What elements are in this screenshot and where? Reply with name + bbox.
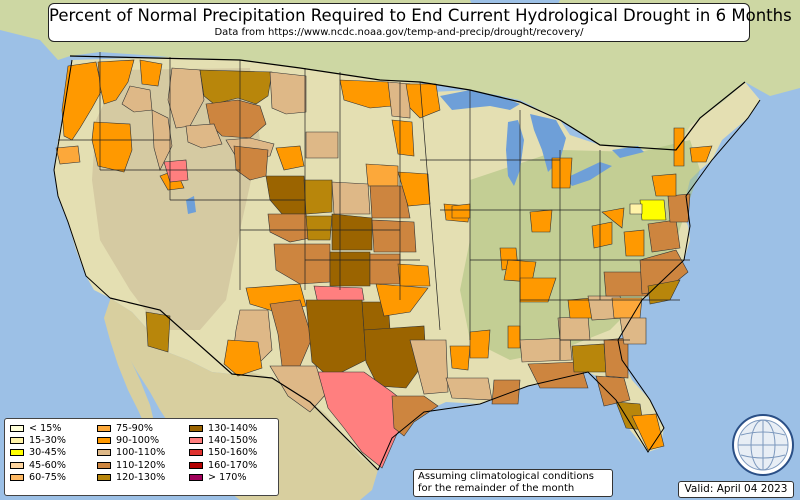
legend-label: 140-150% [208,435,258,447]
legend-label: 150-160% [208,447,258,459]
legend-swatch [189,437,203,445]
legend-swatch [97,461,111,469]
legend-item: 30-45% [10,447,66,459]
legend-swatch [10,449,24,457]
legend-item: 15-30% [10,434,66,446]
legend-label: > 170% [208,472,247,484]
legend-item: 150-160% [189,447,257,459]
legend-item: 130-140% [189,422,257,434]
legend-item: 120-130% [97,472,165,484]
lake-huron [530,114,566,172]
us-mexico-border [109,297,379,471]
legend-item: 110-120% [97,459,165,471]
legend-label: 120-130% [116,472,166,484]
nexlab-logo [731,413,795,477]
note-line-1: Assuming climatological conditions [418,471,594,482]
valid-date: Valid: April 04 2023 [678,481,794,498]
legend-swatch [10,437,24,445]
legend-column-3: 130-140% 140-150% 150-160% 160-170% > 17… [189,422,257,484]
lake-ontario [612,146,644,158]
title-box: Percent of Normal Precipitation Required… [48,3,792,42]
legend-column-2: 75-90% 90-100% 100-110% 110-120% 120-130… [97,422,165,484]
drought-regions [55,59,713,469]
legend-swatch [97,474,111,482]
legend-item: 100-110% [97,447,165,459]
legend-swatch [97,449,111,457]
globe-icon [732,414,794,476]
note-line-2: for the remainder of the month [418,483,575,494]
map-title: Percent of Normal Precipitation Required… [49,6,792,25]
legend-label: 160-170% [208,459,258,471]
legend-swatch [189,449,203,457]
legend-item: 45-60% [10,459,66,471]
legend-label: 100-110% [116,447,166,459]
legend-column-1: < 15% 15-30% 30-45% 45-60% 60-75% [10,422,66,484]
great-salt-lake [186,196,196,214]
map-subtitle: Data from https://www.ncdc.noaa.gov/temp… [214,27,584,38]
legend-item: < 15% [10,422,66,434]
lake-michigan [506,120,524,186]
state-boundaries [58,52,690,360]
legend-swatch [189,461,203,469]
lake-superior [440,90,520,110]
us-canada-border [69,55,746,151]
legend-item: 160-170% [189,459,257,471]
legend-swatch [189,424,203,432]
legend: < 15% 15-30% 30-45% 45-60% 60-75% 75-90%… [4,418,279,496]
legend-swatch [189,474,203,482]
legend-item: 140-150% [189,434,257,446]
legend-label: < 15% [29,422,62,434]
legend-swatch [10,424,24,432]
legend-label: 15-30% [29,435,66,447]
baja-peninsula [104,300,156,432]
legend-item: 60-75% [10,472,66,484]
legend-item: 75-90% [97,422,165,434]
legend-label: 75-90% [116,422,153,434]
legend-swatch [97,424,111,432]
legend-swatch [97,437,111,445]
legend-swatch [10,474,24,482]
legend-item: > 170% [189,472,257,484]
legend-item: 90-100% [97,434,165,446]
legend-swatch [10,461,24,469]
legend-label: 90-100% [116,435,160,447]
legend-label: 130-140% [208,422,258,434]
assumption-note: Assuming climatological conditions for t… [413,469,613,497]
legend-label: 60-75% [29,472,66,484]
mexico-land [110,298,378,500]
lake-erie [566,162,612,186]
legend-label: 110-120% [116,459,166,471]
legend-label: 45-60% [29,459,66,471]
us-coastline [53,59,761,471]
legend-label: 30-45% [29,447,66,459]
